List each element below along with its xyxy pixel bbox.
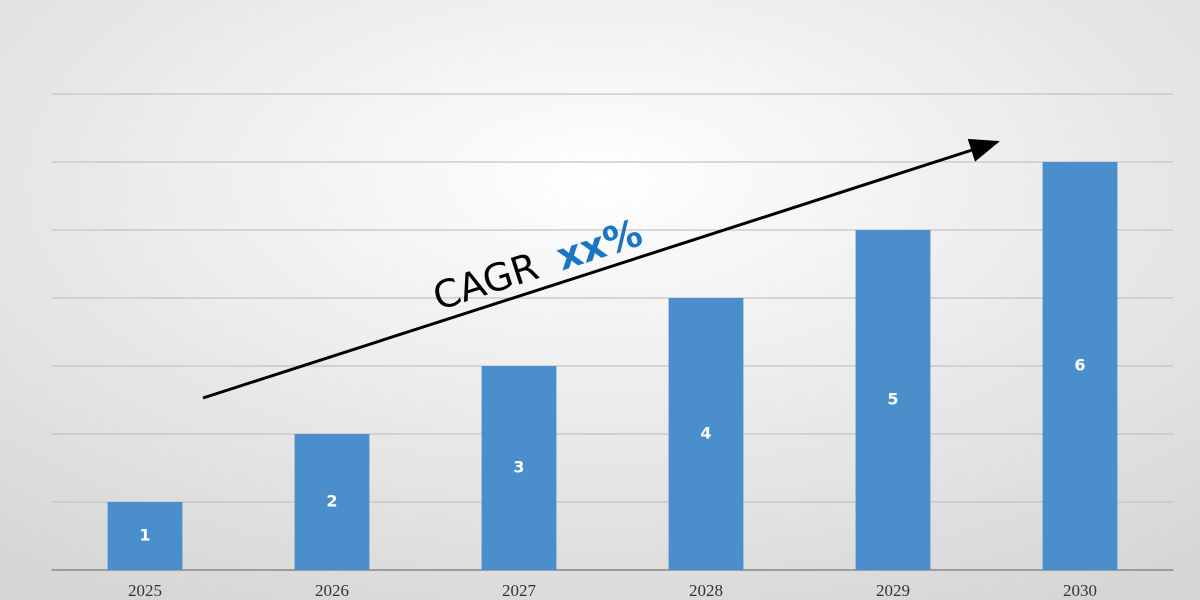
- data-label: 3: [513, 458, 524, 477]
- x-tick-label: 2027: [502, 581, 537, 600]
- bar: [107, 502, 183, 570]
- bars: 2025 1 2026 2 2027 3 2028 4 2029 5 2030 6: [107, 162, 1118, 600]
- trend-arrow: [202, 138, 1000, 400]
- data-label: 4: [700, 424, 711, 443]
- data-label: 1: [139, 526, 150, 545]
- bar: [481, 366, 557, 570]
- x-tick-label: 2029: [876, 581, 910, 600]
- x-tick-label: 2030: [1063, 581, 1097, 600]
- data-label: 6: [1074, 356, 1085, 375]
- bar: [1042, 162, 1118, 570]
- grid: [51, 93, 1174, 571]
- x-tick-label: 2028: [689, 581, 723, 600]
- data-label: 5: [887, 390, 898, 409]
- bar: [855, 230, 931, 570]
- x-tick-label: 2026: [315, 581, 349, 600]
- data-label: 2: [326, 492, 337, 511]
- bar: [294, 434, 370, 570]
- x-tick-label: 2025: [128, 581, 162, 600]
- bar: [668, 298, 744, 570]
